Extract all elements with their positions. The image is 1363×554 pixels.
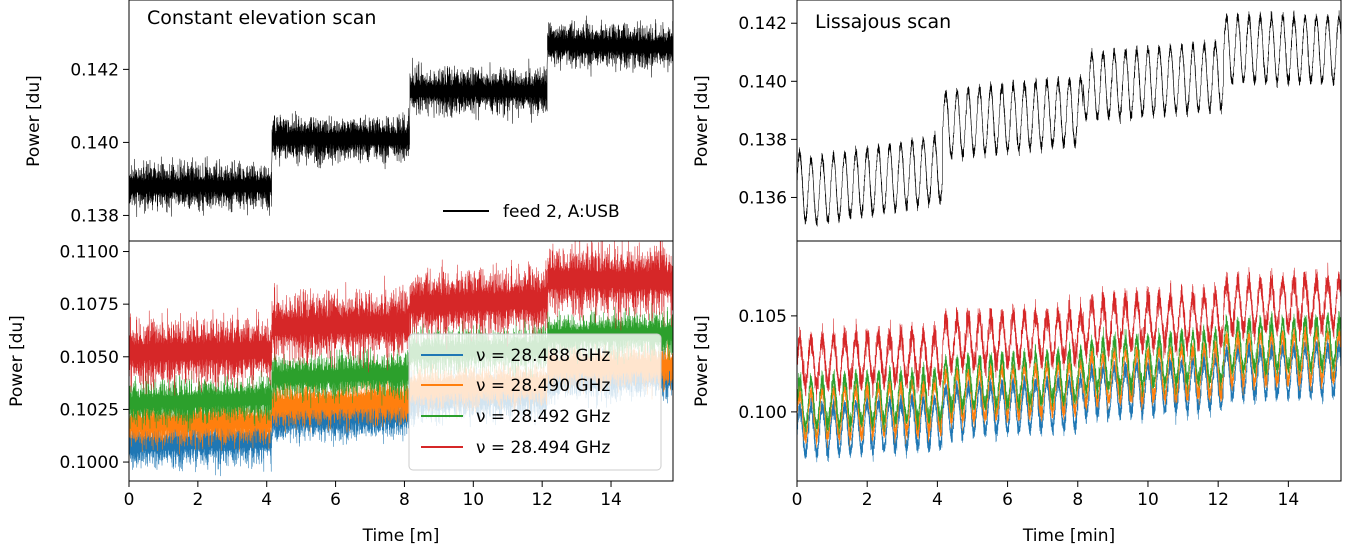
liss-bottom-xticks: 0 2 4 6 8 10 12 14 xyxy=(792,481,1300,510)
panel-liss-bottom: 0.100 0.105 0 2 4 6 8 10 12 14 Time [min] Power … xyxy=(692,240,1342,546)
liss-top-ylabel: Power [du] xyxy=(692,75,712,167)
ces-top-title: Constant elevation scan xyxy=(147,7,376,29)
ces-bottom-ytick-label: 0.1050 xyxy=(60,348,119,368)
liss-bottom-xtick-label: 14 xyxy=(1278,490,1300,510)
liss-top-ytick-label: 0.138 xyxy=(738,130,787,150)
ces-bottom-xlabel: Time [m] xyxy=(362,526,440,546)
liss-top-ytick-label: 0.140 xyxy=(738,72,787,92)
liss-bottom-yticks: 0.100 0.105 xyxy=(738,307,797,423)
ces-bottom-xtick-label: 0 xyxy=(124,490,135,510)
liss-bottom-ytick-label: 0.105 xyxy=(738,307,787,327)
ces-bottom-ytick-label: 0.1100 xyxy=(60,243,119,263)
ces-bottom-frame xyxy=(128,240,674,482)
ces-bottom-ytick-label: 0.1075 xyxy=(60,295,119,315)
liss-bottom-series-2 xyxy=(797,310,1341,435)
ces-bottom-ylabel: Power [du] xyxy=(7,315,27,407)
liss-bottom-xlabel: Time [min] xyxy=(1022,526,1115,546)
liss-bottom-frame xyxy=(796,240,1342,482)
ces-bottom-yticks: 0.1000 0.1025 0.1050 0.1075 0.1100 xyxy=(60,243,129,473)
liss-bottom-xtick-label: 6 xyxy=(1002,490,1013,510)
ces-bottom-xticks: 0 2 4 6 8 10 12 14 xyxy=(124,481,622,510)
ces-top-legend: feed 2, A:USB xyxy=(443,202,620,222)
ces-bottom-xtick-label: 12 xyxy=(531,490,553,510)
liss-bottom-xtick-label: 0 xyxy=(792,490,803,510)
ces-bottom-xtick-label: 10 xyxy=(462,490,484,510)
liss-top-yticks: 0.136 0.138 0.140 0.142 xyxy=(738,14,797,208)
legend-label-28488: ν = 28.488 GHz xyxy=(476,346,610,366)
liss-bottom-xtick-label: 4 xyxy=(932,490,943,510)
liss-top-ytick-label: 0.142 xyxy=(738,14,787,34)
ces-top-ylabel: Power [du] xyxy=(24,75,44,167)
liss-top-frame xyxy=(796,0,1342,242)
liss-bottom-ylabel: Power [du] xyxy=(692,315,712,407)
ces-bottom-legend-box xyxy=(408,333,662,471)
ces-bottom-ytick-label: 0.1025 xyxy=(60,400,119,420)
ces-bottom-xtick-label: 4 xyxy=(261,490,272,510)
ces-bottom-xtick-label: 6 xyxy=(330,490,341,510)
ces-bottom-series-3 xyxy=(129,241,673,396)
ces-top-data xyxy=(129,15,673,217)
ces-top-series-0 xyxy=(129,15,673,217)
liss-top-data xyxy=(797,10,1341,227)
panel-liss-top: 0.136 0.138 0.140 0.142 Lissajous scan Powe… xyxy=(692,0,1342,242)
panel-ces-bottom: 0.1000 0.1025 0.1050 0.1075 0.1100 0 2 4 6 8 10 12… xyxy=(7,240,674,546)
ces-bottom-xtick-label: 8 xyxy=(399,490,410,510)
ces-top-ytick-label: 0.140 xyxy=(70,133,119,153)
liss-bottom-xtick-label: 12 xyxy=(1207,490,1229,510)
liss-bottom-xtick-label: 8 xyxy=(1072,490,1083,510)
liss-bottom-data xyxy=(797,262,1341,463)
ces-top-ytick-label: 0.142 xyxy=(70,60,119,80)
ces-bottom-ytick-label: 0.1000 xyxy=(60,453,119,473)
liss-bottom-xtick-label: 10 xyxy=(1137,490,1159,510)
ces-bottom-xtick-label: 2 xyxy=(192,490,203,510)
liss-top-ytick-label: 0.136 xyxy=(738,188,787,208)
liss-bottom-series-3 xyxy=(797,262,1341,402)
legend-label-28490: ν = 28.490 GHz xyxy=(476,376,610,396)
liss-top-title: Lissajous scan xyxy=(815,11,951,33)
liss-bottom-series-0 xyxy=(797,334,1341,463)
legend-label-28494: ν = 28.494 GHz xyxy=(476,438,610,458)
ces-bottom-legend: ν = 28.488 GHz ν = 28.490 GHz ν = 28.492… xyxy=(408,333,662,471)
ces-bottom-xtick-label: 14 xyxy=(600,490,622,510)
liss-top-series-0 xyxy=(797,10,1341,227)
legend-label-28492: ν = 28.492 GHz xyxy=(476,407,610,427)
ces-top-legend-label-feed2: feed 2, A:USB xyxy=(503,202,620,222)
ces-top-ytick-label: 0.138 xyxy=(70,206,119,226)
ces-top-yticks: 0.138 0.140 0.142 xyxy=(70,60,129,226)
liss-bottom-ytick-label: 0.100 xyxy=(738,403,787,423)
liss-bottom-xtick-label: 2 xyxy=(862,490,873,510)
